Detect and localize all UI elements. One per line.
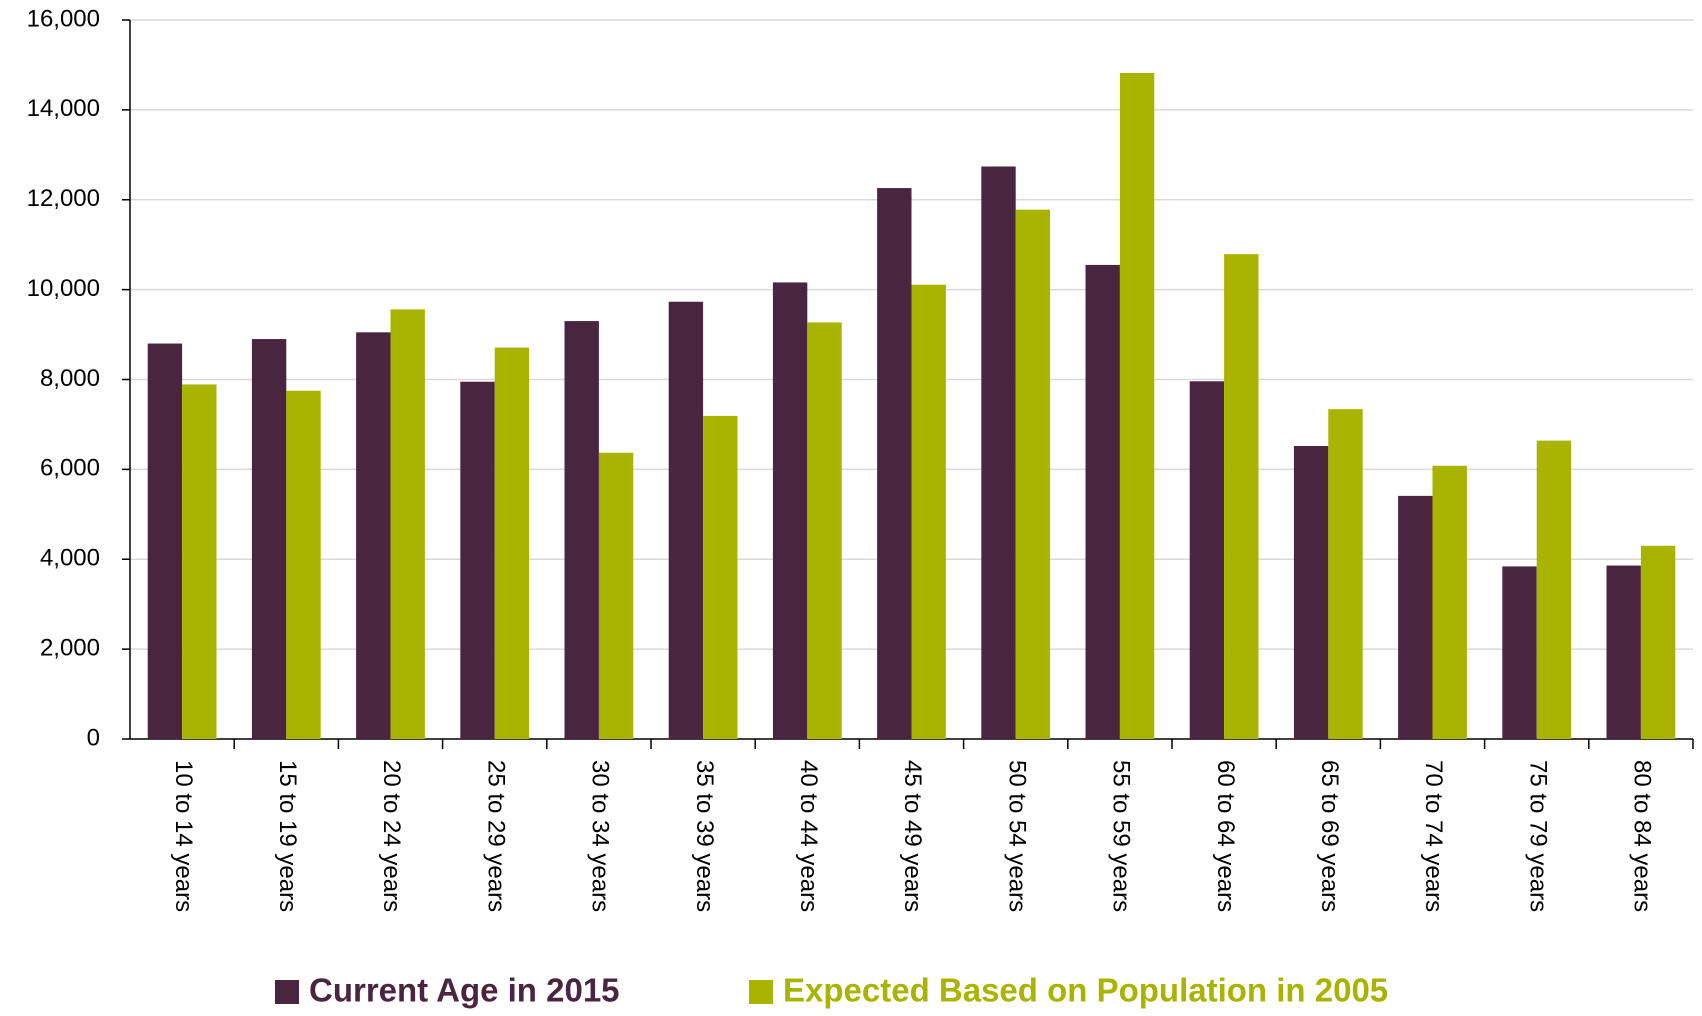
bar [981,166,1016,740]
x-tick-label: 15 to 19 years [274,760,301,912]
x-tick-label: 75 to 79 years [1524,760,1551,912]
x-tick-label: 80 to 84 years [1629,760,1656,912]
x-tick-label: 50 to 54 years [1003,760,1030,912]
x-tick-label: 40 to 44 years [795,760,822,912]
bar [598,452,634,739]
y-tick-label: 6,000 [40,455,100,482]
x-tick-label: 65 to 69 years [1316,760,1343,912]
bar [877,188,912,739]
legend-label: Current Age in 2015 [309,972,620,1009]
bar [668,301,704,739]
x-tick-label: 60 to 64 years [1212,760,1239,912]
bar [1536,440,1572,739]
bar [1085,264,1120,739]
y-tick-label: 4,000 [40,545,100,572]
bar [251,339,287,739]
bar [911,284,946,739]
bar [1015,209,1051,740]
legend-swatch [749,980,773,1004]
bar [1432,465,1467,739]
bar [356,332,391,739]
bar [1224,254,1259,739]
bar [1398,495,1433,739]
bar [1293,446,1329,739]
x-tick-label: 20 to 24 years [378,760,405,912]
legend-swatch [275,980,299,1004]
x-tick-label: 70 to 74 years [1420,760,1447,912]
legend-label: Expected Based on Population in 2005 [783,972,1388,1009]
bar [1502,566,1537,739]
bar [1640,545,1676,739]
x-tick-label: 30 to 34 years [587,760,614,912]
bar [807,322,842,739]
x-tick-label: 10 to 14 years [170,760,197,912]
bar [772,282,808,739]
y-tick-label: 8,000 [40,365,100,392]
bar [1328,409,1363,739]
x-tick-label: 25 to 29 years [482,760,509,912]
bar [1606,565,1641,739]
bar [494,347,530,739]
y-tick-label: 14,000 [27,95,100,122]
bar [1119,73,1155,740]
bar [460,381,495,739]
y-tick-label: 12,000 [27,185,100,212]
bar [147,343,183,739]
bar [564,321,599,739]
bar [703,415,738,739]
y-tick-label: 10,000 [27,275,100,302]
bar [182,384,217,739]
x-tick-label: 35 to 39 years [691,760,718,912]
bar [286,390,321,739]
y-tick-label: 16,000 [27,5,100,32]
y-tick-label: 0 [87,724,100,751]
x-tick-label: 45 to 49 years [899,760,926,912]
bar [390,309,425,739]
y-tick-label: 2,000 [40,634,100,661]
x-tick-label: 55 to 59 years [1108,760,1135,912]
bar [1189,381,1225,739]
